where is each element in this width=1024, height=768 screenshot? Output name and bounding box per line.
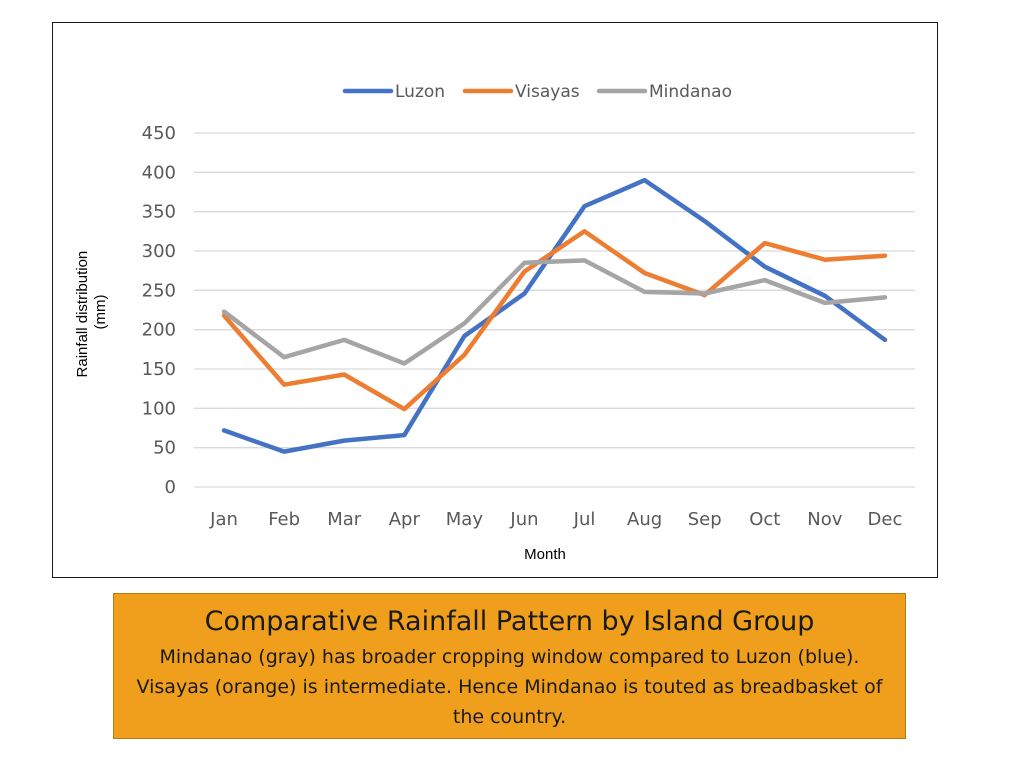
x-tick-label-jul: Jul bbox=[573, 509, 596, 530]
caption-body: Mindanao (gray) has broader cropping win… bbox=[136, 646, 883, 728]
chart-frame: 0 50 100 150 200 250 300 350 400 450 Jan Feb Mar Apr… bbox=[52, 22, 938, 578]
x-tick-label-aug: Aug bbox=[627, 509, 662, 530]
x-tick-label-mar: Mar bbox=[327, 509, 362, 530]
y-axis-title-line-2: (mm) bbox=[92, 295, 109, 330]
y-tick-label: 100 bbox=[142, 398, 176, 419]
x-tick-label-apr: Apr bbox=[389, 509, 421, 530]
y-tick-label: 250 bbox=[142, 280, 176, 301]
series-line-visayas bbox=[221, 229, 888, 412]
y-axis-ticks: 0 50 100 150 200 250 300 350 400 450 bbox=[142, 123, 176, 498]
y-tick-label: 50 bbox=[153, 438, 176, 459]
x-tick-label-may: May bbox=[446, 509, 484, 530]
y-tick-label: 400 bbox=[142, 162, 176, 183]
x-tick-label-feb: Feb bbox=[268, 509, 300, 530]
x-tick-label-jun: Jun bbox=[509, 509, 538, 530]
caption-box: Comparative Rainfall Pattern by Island G… bbox=[113, 593, 906, 739]
series-lines bbox=[221, 177, 888, 454]
legend-label-luzon: Luzon bbox=[395, 82, 445, 102]
y-tick-label: 200 bbox=[142, 320, 176, 341]
legend-label-mindanao: Mindanao bbox=[649, 82, 732, 102]
x-tick-label-jan: Jan bbox=[209, 509, 238, 530]
series-line-luzon bbox=[221, 177, 888, 454]
legend-label-visayas: Visayas bbox=[515, 82, 580, 102]
rainfall-line-chart: 0 50 100 150 200 250 300 350 400 450 Jan Feb Mar Apr… bbox=[74, 82, 915, 563]
y-tick-label: 300 bbox=[142, 241, 176, 262]
x-tick-label-oct: Oct bbox=[749, 509, 780, 530]
y-axis-title: Rainfall distribution (mm) bbox=[74, 247, 109, 378]
caption-title: Comparative Rainfall Pattern by Island G… bbox=[204, 606, 815, 637]
y-tick-label: 450 bbox=[142, 123, 176, 144]
series-line-mindanao bbox=[221, 258, 888, 366]
x-axis-title: Month bbox=[524, 546, 566, 563]
x-tick-label-dec: Dec bbox=[868, 509, 903, 530]
legend: Luzon Visayas Mindanao bbox=[342, 82, 732, 102]
y-tick-label: 350 bbox=[142, 202, 176, 223]
x-axis-ticks: Jan Feb Mar Apr May Jun Jul Aug Sep Oct Nov Dec bbox=[209, 509, 902, 530]
y-tick-label: 0 bbox=[165, 477, 176, 498]
x-tick-label-sep: Sep bbox=[688, 509, 722, 530]
x-tick-label-nov: Nov bbox=[807, 509, 842, 530]
gridlines bbox=[194, 132, 915, 488]
y-axis-title-line-1: Rainfall distribution bbox=[74, 251, 91, 378]
y-tick-label: 150 bbox=[142, 359, 176, 380]
